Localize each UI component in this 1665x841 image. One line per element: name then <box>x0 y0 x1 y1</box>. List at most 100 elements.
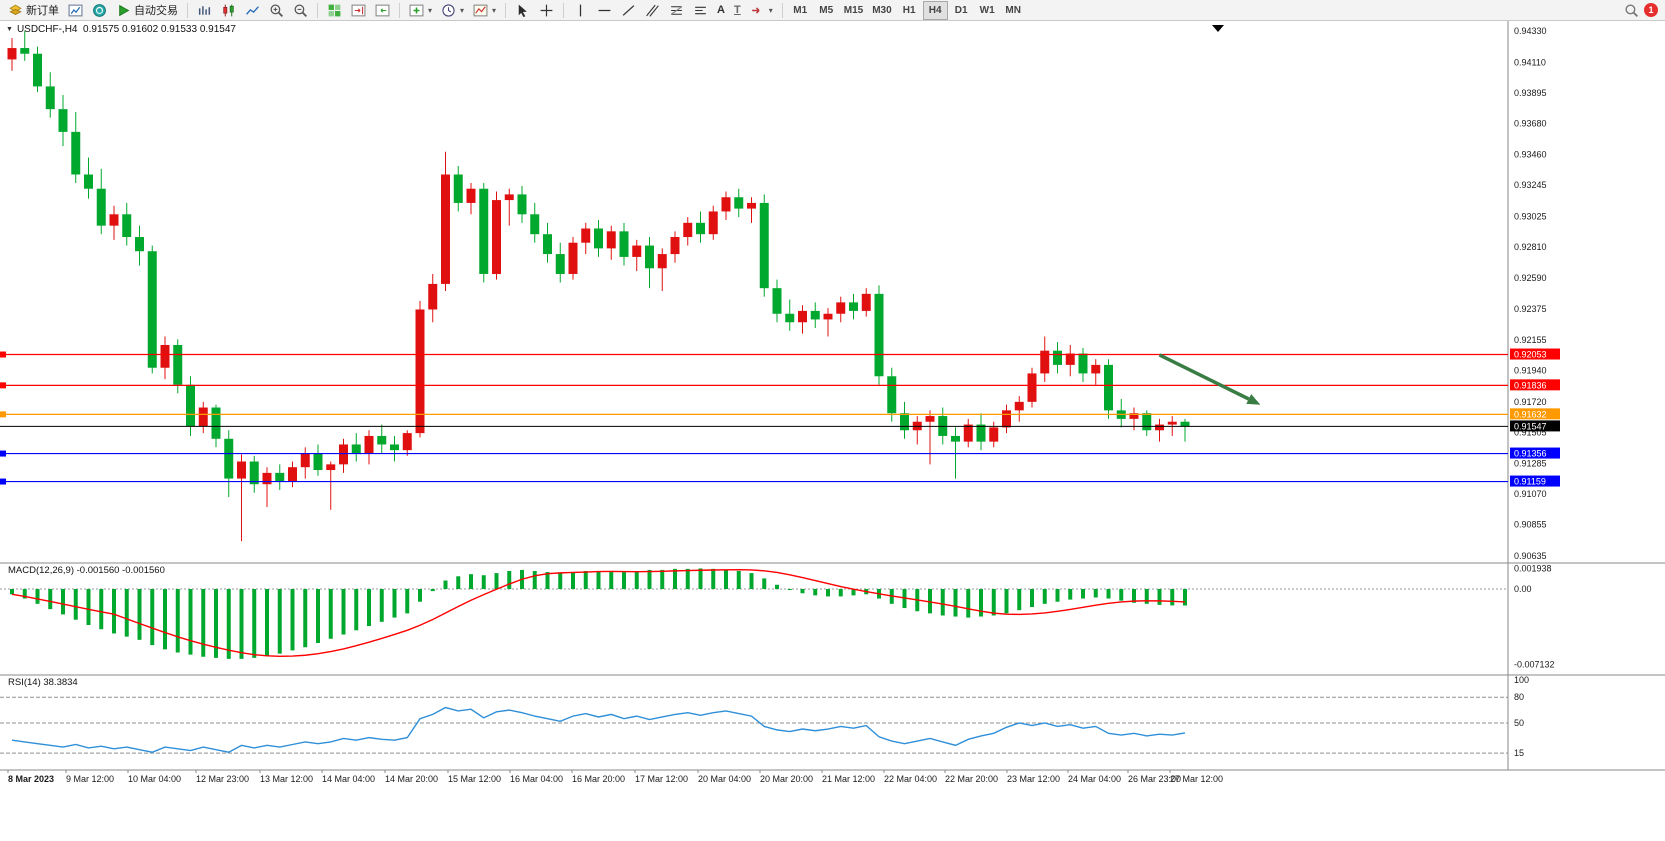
timeframe-m5-button[interactable]: M5 <box>814 1 839 20</box>
chart-canvas[interactable]: 0.94330 0.94110 0.93895 0.93680 0.93460 0.932… <box>0 21 1665 841</box>
text-label-tool-button[interactable]: T <box>730 1 745 20</box>
candle <box>288 467 297 482</box>
candle <box>313 452 323 471</box>
add-indicator-icon <box>409 3 424 18</box>
candle <box>147 251 157 368</box>
macd-axis-label: 0.00 <box>1514 584 1532 594</box>
candle <box>581 228 591 243</box>
price-axis-label: 0.92375 <box>1514 304 1547 314</box>
new-order-icon <box>8 3 23 18</box>
fibonacci-tool-button[interactable] <box>665 1 688 20</box>
timeframe-h1-button[interactable]: H1 <box>897 1 922 20</box>
candle <box>160 345 170 368</box>
level-left-marker[interactable] <box>0 382 6 389</box>
candle <box>173 345 183 385</box>
level-left-marker[interactable] <box>0 351 6 358</box>
levels-tool-button[interactable] <box>689 1 712 20</box>
levels-icon <box>693 3 708 18</box>
auto-trading-button[interactable]: 自动交易 <box>112 1 182 20</box>
candle <box>555 254 565 274</box>
time-axis-label: 24 Mar 04:00 <box>1068 774 1121 784</box>
candle <box>823 313 833 320</box>
profiles-icon <box>92 3 107 18</box>
candle <box>568 242 578 274</box>
candle <box>632 245 642 257</box>
price-axis-label: 0.91070 <box>1514 489 1547 499</box>
channel-tool-button[interactable] <box>641 1 664 20</box>
templates-button[interactable]: ▾ <box>469 1 500 20</box>
candle <box>1142 413 1152 431</box>
profiles-button[interactable] <box>88 1 111 20</box>
search-button[interactable] <box>1620 1 1643 20</box>
candle <box>645 245 654 269</box>
notification-badge[interactable]: 1 <box>1644 3 1658 17</box>
timeframe-w1-button[interactable]: W1 <box>975 1 1000 20</box>
auto-scroll-button[interactable] <box>371 1 394 20</box>
rsi-line <box>11 706 1186 753</box>
chart-shift-button[interactable] <box>347 1 370 20</box>
price-level-label: 0.91547 <box>1514 421 1547 431</box>
toolbar-separator <box>563 2 565 18</box>
cursor-icon <box>515 3 530 18</box>
candle <box>1040 350 1050 374</box>
crosshair-tool-button[interactable] <box>535 1 558 20</box>
arrows-tool-button[interactable]: ▾ <box>746 1 777 20</box>
candle <box>237 461 246 479</box>
timeframe-m1-button[interactable]: M1 <box>788 1 813 20</box>
candle <box>683 222 693 238</box>
time-axis-label: 8 Mar 2023 <box>8 774 54 784</box>
macd-axis-label: -0.007132 <box>1514 660 1555 670</box>
zoom-out-button[interactable] <box>289 1 312 20</box>
price-axis-label: 0.90855 <box>1514 520 1547 530</box>
timeframe-m30-button[interactable]: M30 <box>868 1 895 20</box>
candle <box>377 435 387 445</box>
candle <box>543 234 552 255</box>
channel-icon <box>645 3 660 18</box>
vertical-line-tool-button[interactable] <box>569 1 592 20</box>
candle <box>275 472 285 482</box>
price-axis-label: 0.94330 <box>1514 26 1547 36</box>
play-icon <box>116 3 131 18</box>
candle <box>1053 350 1062 365</box>
indicators-button[interactable]: ▾ <box>405 1 436 20</box>
level-left-marker[interactable] <box>0 478 6 485</box>
timeframe-m15-button[interactable]: M15 <box>840 1 867 20</box>
candle <box>479 188 489 274</box>
new-chart-button[interactable] <box>64 1 87 20</box>
level-left-marker[interactable] <box>0 450 6 457</box>
rsi-axis-label: 80 <box>1514 692 1524 702</box>
candlestick-mode-button[interactable] <box>217 1 240 20</box>
line-chart-icon <box>245 3 260 18</box>
cursor-tool-button[interactable] <box>511 1 534 20</box>
price-axis-label: 0.93025 <box>1514 211 1547 221</box>
trend-arrow-annotation[interactable] <box>1158 353 1250 401</box>
candle <box>415 309 425 434</box>
chart-shift-marker[interactable] <box>1212 25 1224 32</box>
bar-chart-mode-button[interactable] <box>193 1 216 20</box>
horizontal-line-tool-button[interactable] <box>593 1 616 20</box>
candle <box>109 214 119 226</box>
price-axis-label: 0.93245 <box>1514 180 1547 190</box>
periods-button[interactable]: ▾ <box>437 1 468 20</box>
trend-arrow-head[interactable] <box>1246 394 1261 405</box>
line-chart-mode-button[interactable] <box>241 1 264 20</box>
level-left-marker[interactable] <box>0 411 6 418</box>
tile-windows-button[interactable] <box>323 1 346 20</box>
text-tool-button[interactable]: A <box>713 1 729 20</box>
chart-window: 0.94330 0.94110 0.93895 0.93680 0.93460 0.932… <box>0 21 1665 841</box>
toolbar-separator <box>781 2 783 18</box>
new-order-button[interactable]: 新订单 <box>4 1 63 20</box>
candle <box>300 452 310 468</box>
timeframe-mn-button[interactable]: MN <box>1001 1 1026 20</box>
rsi-axis-label: 15 <box>1514 748 1524 758</box>
zoom-in-button[interactable] <box>265 1 288 20</box>
candle <box>364 435 374 453</box>
price-level-label: 0.91632 <box>1514 409 1547 419</box>
time-axis-label: 15 Mar 12:00 <box>448 774 501 784</box>
price-level-label: 0.91836 <box>1514 380 1547 390</box>
timeframe-h4-button[interactable]: H4 <box>922 0 948 20</box>
auto-trading-label: 自动交易 <box>134 5 178 17</box>
timeframe-d1-button[interactable]: D1 <box>949 1 974 20</box>
candle <box>1129 413 1139 419</box>
trendline-tool-button[interactable] <box>617 1 640 20</box>
